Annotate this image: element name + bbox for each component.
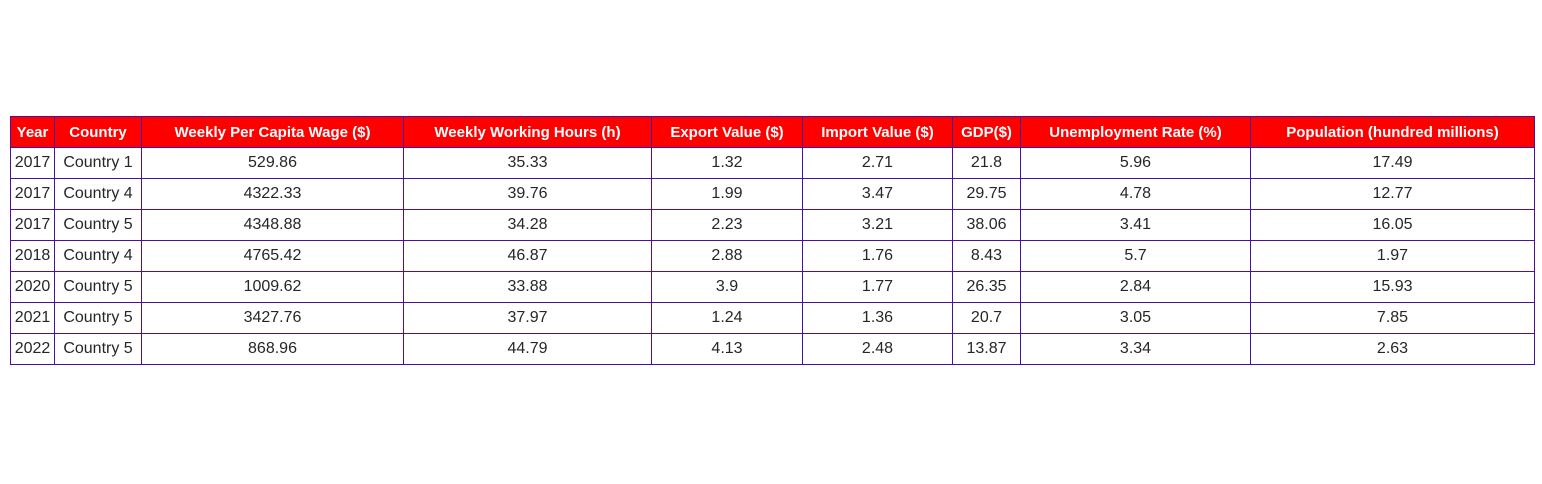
table-cell: 17.49: [1250, 147, 1535, 179]
table-cell: Country 5: [54, 209, 142, 241]
table-cell: 2.71: [802, 147, 953, 179]
table-cell: 2.84: [1020, 271, 1251, 303]
data-table: Year Country Weekly Per Capita Wage ($) Wee…: [10, 116, 1535, 365]
table-cell: 3.05: [1020, 302, 1251, 334]
table-cell: 1.97: [1250, 240, 1535, 272]
table-cell: 3.21: [802, 209, 953, 241]
table-body: 2017 Country 1 529.86 35.33 1.32 2.71 21.8 5.96…: [10, 147, 1535, 365]
table-row: 2020 Country 5 1009.62 33.88 3.9 1.77 26.35 2.8…: [10, 271, 1535, 303]
table-cell: 4322.33: [141, 178, 404, 210]
table-cell: 7.85: [1250, 302, 1535, 334]
table-cell: 2020: [10, 271, 55, 303]
table-cell: 29.75: [952, 178, 1021, 210]
column-header: Unemployment Rate (%): [1020, 116, 1251, 148]
table-cell: 1.77: [802, 271, 953, 303]
table-cell: 3.34: [1020, 333, 1251, 365]
table-cell: 15.93: [1250, 271, 1535, 303]
table-cell: 4.78: [1020, 178, 1251, 210]
table-cell: Country 4: [54, 240, 142, 272]
table-cell: 4765.42: [141, 240, 404, 272]
table-cell: 1.99: [651, 178, 803, 210]
table-cell: 35.33: [403, 147, 652, 179]
table-cell: Country 4: [54, 178, 142, 210]
table-cell: 12.77: [1250, 178, 1535, 210]
table-cell: 33.88: [403, 271, 652, 303]
table-cell: 2022: [10, 333, 55, 365]
table-cell: 5.96: [1020, 147, 1251, 179]
table-cell: Country 5: [54, 333, 142, 365]
table-cell: 37.97: [403, 302, 652, 334]
table-cell: 4.13: [651, 333, 803, 365]
table-row: 2018 Country 4 4765.42 46.87 2.88 1.76 8.43 5.7…: [10, 240, 1535, 272]
table-cell: 868.96: [141, 333, 404, 365]
table-cell: 39.76: [403, 178, 652, 210]
column-header: Export Value ($): [651, 116, 803, 148]
table-cell: 2.23: [651, 209, 803, 241]
table-cell: 2017: [10, 178, 55, 210]
column-header: Country: [54, 116, 142, 148]
table-cell: 1009.62: [141, 271, 404, 303]
table-row: 2022 Country 5 868.96 44.79 4.13 2.48 13.87 3.3…: [10, 333, 1535, 365]
table-cell: 46.87: [403, 240, 652, 272]
table-cell: 529.86: [141, 147, 404, 179]
column-header: Import Value ($): [802, 116, 953, 148]
table-cell: Country 5: [54, 302, 142, 334]
table-cell: 13.87: [952, 333, 1021, 365]
column-header: Population (hundred millions): [1250, 116, 1535, 148]
table-cell: 1.76: [802, 240, 953, 272]
table-cell: 3.47: [802, 178, 953, 210]
table-cell: 2.88: [651, 240, 803, 272]
table-row: 2017 Country 4 4322.33 39.76 1.99 3.47 29.75 4.…: [10, 178, 1535, 210]
table-cell: 5.7: [1020, 240, 1251, 272]
column-header: Weekly Per Capita Wage ($): [141, 116, 404, 148]
table-row: 2017 Country 1 529.86 35.33 1.32 2.71 21.8 5.96…: [10, 147, 1535, 179]
table-row: 2021 Country 5 3427.76 37.97 1.24 1.36 20.7 3.0…: [10, 302, 1535, 334]
table-cell: 1.32: [651, 147, 803, 179]
column-header: GDP($): [952, 116, 1021, 148]
column-header: Year: [10, 116, 55, 148]
table-cell: Country 1: [54, 147, 142, 179]
table-cell: 3.41: [1020, 209, 1251, 241]
table-cell: 2.63: [1250, 333, 1535, 365]
table-cell: 1.36: [802, 302, 953, 334]
table-cell: 16.05: [1250, 209, 1535, 241]
data-table-container: Year Country Weekly Per Capita Wage ($) Wee…: [10, 116, 1535, 365]
table-cell: 3427.76: [141, 302, 404, 334]
table-cell: 8.43: [952, 240, 1021, 272]
table-cell: 2021: [10, 302, 55, 334]
table-cell: 2017: [10, 209, 55, 241]
table-cell: 21.8: [952, 147, 1021, 179]
table-cell: 20.7: [952, 302, 1021, 334]
table-cell: 44.79: [403, 333, 652, 365]
table-cell: 26.35: [952, 271, 1021, 303]
table-cell: 38.06: [952, 209, 1021, 241]
table-cell: 2017: [10, 147, 55, 179]
table-cell: 2018: [10, 240, 55, 272]
table-cell: 4348.88: [141, 209, 404, 241]
table-cell: 34.28: [403, 209, 652, 241]
table-row: 2017 Country 5 4348.88 34.28 2.23 3.21 38.06 3.…: [10, 209, 1535, 241]
column-header: Weekly Working Hours (h): [403, 116, 652, 148]
table-cell: 1.24: [651, 302, 803, 334]
table-cell: 2.48: [802, 333, 953, 365]
table-cell: 3.9: [651, 271, 803, 303]
table-cell: Country 5: [54, 271, 142, 303]
table-header-row: Year Country Weekly Per Capita Wage ($) Wee…: [10, 116, 1535, 148]
